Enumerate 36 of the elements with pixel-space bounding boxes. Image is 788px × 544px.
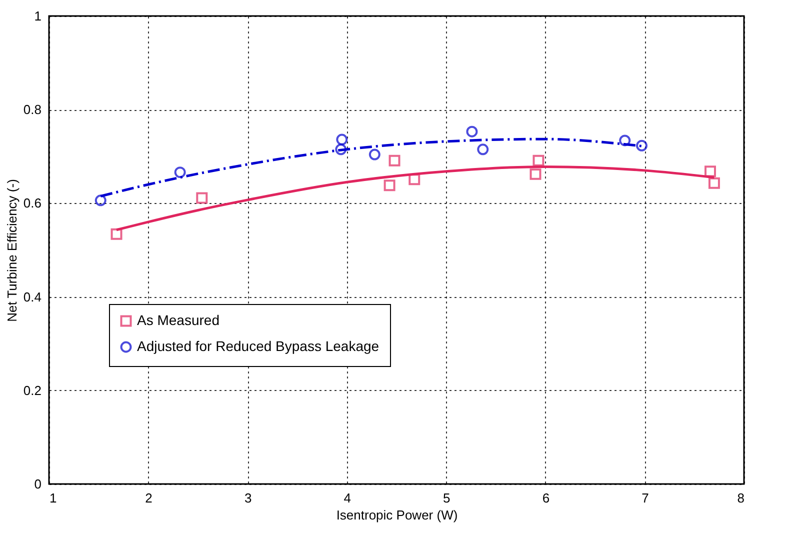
point	[708, 177, 720, 189]
point	[532, 154, 544, 166]
x-tick-label: 1	[50, 490, 57, 506]
point	[110, 228, 122, 240]
x-tick-label: 6	[542, 490, 550, 506]
x-axis-title: Isentropic Power (W)	[336, 508, 458, 522]
point	[477, 144, 489, 156]
point	[368, 148, 380, 160]
legend-label: Adjusted for Reduced Bypass Leakage	[137, 338, 380, 354]
point	[384, 180, 396, 192]
legend-label: As Measured	[137, 312, 220, 328]
y-tick-label: 0.2	[23, 382, 42, 398]
point	[704, 166, 716, 178]
x-tick-label: 8	[737, 490, 744, 506]
x-tick-label: 2	[145, 490, 152, 506]
point	[196, 192, 208, 204]
point	[619, 134, 631, 146]
x-tick-label: 3	[244, 490, 252, 506]
point	[530, 168, 542, 180]
x-tick-label: 7	[642, 490, 649, 506]
point	[408, 174, 420, 186]
y-tick-label: 0	[34, 476, 42, 492]
y-axis-title: Net Turbine Efficiency (-)	[4, 179, 20, 322]
y-tick-label: 0.4	[23, 289, 42, 304]
y-tick-label: 0.6	[23, 196, 42, 211]
x-tick-label: 4	[344, 490, 351, 506]
y-tick-label: 1	[34, 8, 42, 24]
point	[388, 154, 400, 166]
point	[335, 144, 347, 156]
y-tick-label: 0.8	[23, 102, 42, 118]
point	[174, 166, 186, 178]
point	[336, 134, 348, 146]
point	[636, 140, 648, 152]
point	[94, 194, 106, 206]
point	[466, 126, 478, 138]
x-tick-label: 5	[443, 490, 450, 506]
